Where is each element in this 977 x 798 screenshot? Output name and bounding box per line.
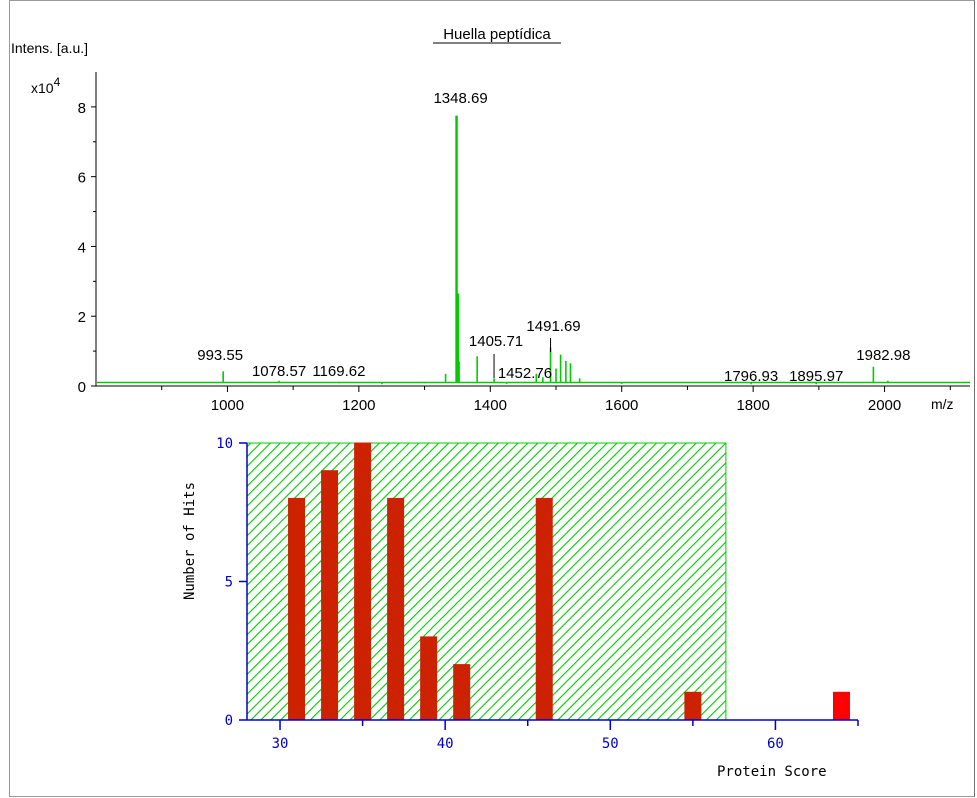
histogram-x-tick-label: 50 xyxy=(602,736,619,752)
spectrum-peak-label: 1405.71 xyxy=(469,333,523,350)
spectrum-y-ticks: 0 2 4 6 8 xyxy=(78,100,96,396)
spectrum-peak-label: 993.55 xyxy=(197,347,243,364)
spectrum-x-tick-label: 1400 xyxy=(474,397,507,414)
spectrum-peak-label: 1452.76 xyxy=(498,365,552,382)
spectrum-chart: Huella peptídica Intens. [a.u.] x104 0 2 4… xyxy=(11,26,970,414)
histogram-bar xyxy=(354,442,372,721)
histogram-axes: 0 5 10 30 40 50 60 xyxy=(216,436,859,752)
histogram-bar xyxy=(288,497,306,721)
histogram-bar-highlight xyxy=(832,691,850,721)
histogram-y-axis-label: Number of Hits xyxy=(182,482,198,600)
histogram-y-tick-label: 0 xyxy=(225,713,233,729)
spectrum-peak-label: 1491.69 xyxy=(526,318,580,335)
threshold-region xyxy=(246,442,727,721)
spectrum-y-tick-label: 0 xyxy=(78,379,86,396)
histogram-bar xyxy=(453,664,471,721)
spectrum-peak-label: 1348.69 xyxy=(433,90,487,107)
spectrum-y-tick-label: 4 xyxy=(78,239,86,256)
spectrum-x-tick-label: 1200 xyxy=(342,397,375,414)
histogram-bar xyxy=(387,497,405,721)
spectrum-y-axis-label: Intens. [a.u.] xyxy=(11,40,88,56)
spectrum-peak-label: 1796.93 xyxy=(724,368,778,385)
spectrum-peak-label: 1169.62 xyxy=(312,363,365,380)
spectrum-x-axis-label: m/z xyxy=(931,396,954,412)
histogram-x-axis-label: Protein Score xyxy=(717,764,827,780)
histogram-y-tick-label: 5 xyxy=(225,575,233,591)
histogram-x-tick-label: 60 xyxy=(767,736,784,752)
spectrum-peak-label: 1982.98 xyxy=(856,347,910,364)
histogram-x-tick-label: 30 xyxy=(272,736,289,752)
figure-frame xyxy=(9,0,975,797)
spectrum-y-tick-label: 6 xyxy=(78,170,86,187)
spectrum-y-multiplier: x104 xyxy=(31,75,61,96)
spectrum-x-tick-label: 1000 xyxy=(211,397,244,414)
histogram-bar xyxy=(535,497,553,721)
histogram-bar xyxy=(420,636,438,721)
spectrum-y-tick-label: 2 xyxy=(78,309,86,326)
histogram-bars xyxy=(288,442,850,721)
spectrum-trace xyxy=(97,115,970,385)
spectrum-peak-label: 1078.57 xyxy=(252,363,306,380)
spectrum-x-tick-label: 1600 xyxy=(605,397,638,414)
histogram-y-tick-label: 10 xyxy=(216,436,233,452)
spectrum-peak-label: 1895.97 xyxy=(789,368,843,385)
histogram-bar xyxy=(684,691,702,721)
spectrum-title: Huella peptídica xyxy=(443,26,551,43)
spectrum-x-tick-label: 2000 xyxy=(868,397,901,414)
histogram-bar xyxy=(321,470,339,721)
score-histogram: 0 5 10 30 40 50 60 Number of Hits Protein Scor… xyxy=(182,436,859,780)
spectrum-x-tick-label: 1800 xyxy=(736,397,769,414)
spectrum-x-ticks: 1000 1200 1400 1600 1800 2000 xyxy=(161,386,951,414)
histogram-x-tick-label: 40 xyxy=(437,736,454,752)
spectrum-peak-labels: 993.55 1078.57 1169.62 1348.69 1405.71 1452.7… xyxy=(197,90,910,385)
spectrum-y-tick-label: 8 xyxy=(78,100,86,117)
